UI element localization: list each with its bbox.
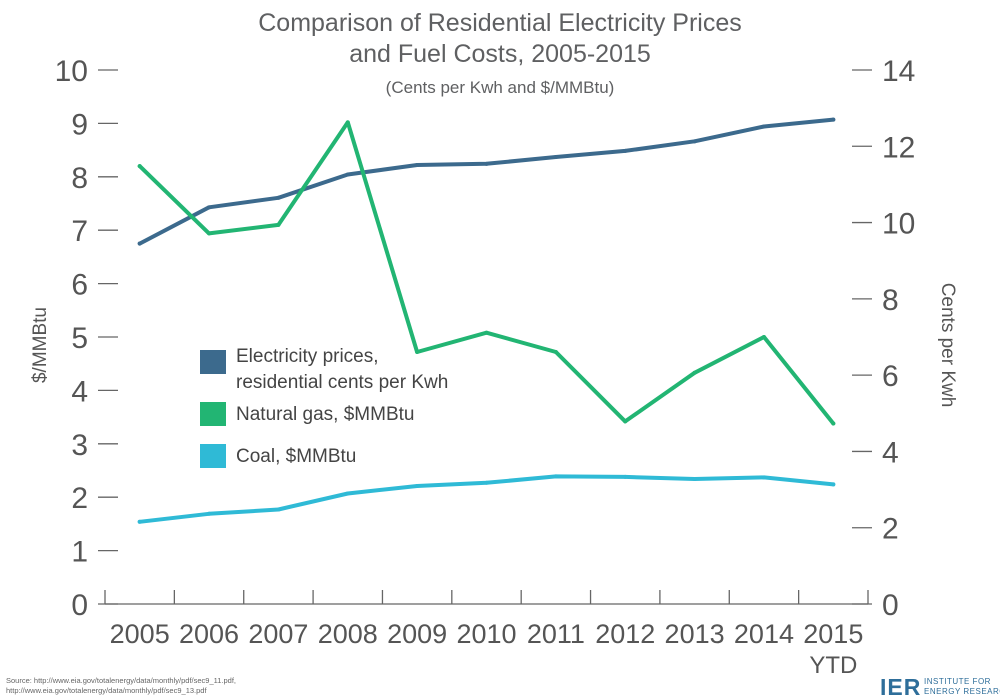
left-tick-label: 9 [71,108,88,141]
right-axis: 0 2 4 6 8 10 12 14 [852,55,915,622]
x-tick-label: 2013 [665,619,725,649]
left-axis-title: $/MMBtu [30,307,51,383]
right-tick-label: 10 [882,208,915,241]
series-point-2 [761,475,766,480]
x-tick-label: 2009 [387,619,447,649]
series-point-2 [276,507,281,512]
series-point-2 [207,511,212,516]
chart-title-line2: and Fuel Costs, 2005-2015 [349,40,651,68]
legend: Electricity prices, residential cents per… [200,346,448,468]
legend-swatch [200,402,226,426]
source-line1: Source: http://www.eia.gov/totalenergy/d… [6,676,236,685]
series-point-2 [415,483,420,488]
series-point-2 [831,482,836,487]
series-point-1 [553,349,558,354]
x-tick-label: 2010 [456,619,516,649]
chart-subtitle: (Cents per Kwh and $/MMBtu) [386,78,615,97]
series-point-0 [831,117,836,122]
series-point-0 [692,139,697,144]
chart-title-line1: Comparison of Residential Electricity Pr… [258,9,742,37]
source-line2: http://www.eia.gov/totalenergy/data/mont… [6,686,207,695]
logo-abbr: IER [880,674,921,700]
series-point-0 [553,154,558,159]
series-point-1 [345,120,350,125]
left-tick-label: 2 [71,482,88,515]
right-tick-label: 8 [882,284,899,317]
x-tick-label: 2006 [179,619,239,649]
x-tick-label: 2012 [595,619,655,649]
series-point-1 [137,164,142,169]
legend-label: Coal, $MMBtu [236,446,356,467]
right-tick-label: 14 [882,55,915,88]
left-tick-label: 7 [71,215,88,248]
left-tick-label: 10 [55,55,88,88]
x-tick-sublabel: YTD [809,652,857,679]
right-tick-label: 0 [882,589,899,622]
series-point-1 [207,231,212,236]
series-point-0 [276,195,281,200]
right-tick-label: 6 [882,360,899,393]
series-point-1 [415,349,420,354]
left-tick-label: 0 [71,589,88,622]
series-point-2 [137,519,142,524]
left-tick-label: 1 [71,536,88,569]
x-tick-label: 2014 [734,619,794,649]
x-axis: 2005 2006 2007 2008 2009 2010 2011 2012 2013 2014… [104,590,869,679]
series-point-0 [415,162,420,167]
left-tick-label: 6 [71,269,88,302]
legend-label: residential cents per Kwh [236,372,448,393]
series-point-0 [623,148,628,153]
right-tick-label: 4 [882,436,899,469]
x-tick-label: 2007 [248,619,308,649]
series-point-1 [484,330,489,335]
series-point-0 [761,124,766,129]
series-point-1 [831,421,836,426]
legend-swatch [200,444,226,468]
left-tick-label: 3 [71,429,88,462]
series-line-0 [137,117,836,246]
left-tick-label: 5 [71,322,88,355]
series-point-2 [484,480,489,485]
right-axis-title: Cents per Kwh [937,283,958,408]
legend-swatch [200,350,226,374]
series-point-1 [276,222,281,227]
legend-label: Natural gas, $MMBtu [236,404,414,425]
logo-line2: ENERGY RESEARCH [924,687,1000,696]
right-tick-label: 2 [882,513,899,546]
x-tick-label: 2005 [110,619,170,649]
series-point-1 [761,335,766,339]
series-point-2 [623,474,628,479]
x-tick-label: 2011 [527,619,585,649]
series-point-0 [137,241,142,246]
left-tick-label: 8 [71,162,88,195]
ier-logo: IER INSTITUTE FOR ENERGY RESEARCH [880,674,1000,700]
series-point-2 [345,491,350,496]
logo-line1: INSTITUTE FOR [924,677,991,686]
series-point-1 [692,370,697,375]
series-point-0 [207,205,212,210]
series-point-1 [623,419,628,424]
series-point-0 [484,161,489,166]
series-point-2 [692,477,697,482]
left-tick-label: 4 [71,375,88,408]
x-tick-label: 2008 [318,619,378,649]
legend-label: Electricity prices, [236,346,379,367]
left-axis: 0 1 2 3 4 5 6 7 8 9 10 [55,55,118,622]
series-group [137,117,836,524]
x-tick-label: 2015 [803,619,863,649]
series-point-0 [345,172,350,177]
right-tick-label: 12 [882,131,915,164]
series-point-2 [553,474,558,479]
